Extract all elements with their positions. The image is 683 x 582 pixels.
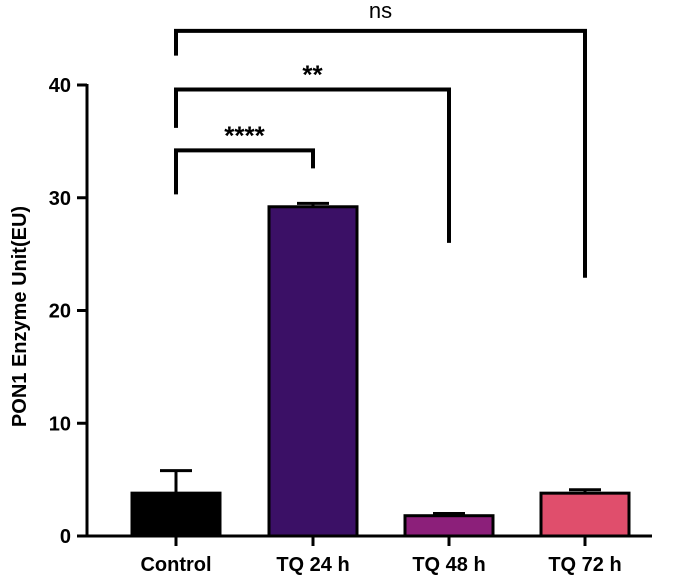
chart-labels: 0 10 20 30 40 Control TQ 24 h TQ 48 h TQ 72 h PON… xyxy=(9,0,622,576)
significance-bracket xyxy=(174,28,587,278)
error-bars xyxy=(160,201,601,516)
significance-label: **** xyxy=(224,120,265,150)
y-tick-label: 0 xyxy=(60,526,71,548)
bar xyxy=(403,514,495,538)
bar xyxy=(267,205,359,538)
y-tick-label: 30 xyxy=(49,188,71,210)
significance-label: ** xyxy=(302,60,323,90)
bar xyxy=(130,491,222,538)
chart-axes xyxy=(77,83,652,546)
y-tick-label: 40 xyxy=(49,75,71,97)
significance-bracket xyxy=(174,148,315,195)
y-tick-label: 10 xyxy=(49,413,71,435)
x-tick-label: TQ 72 h xyxy=(548,554,621,576)
bar xyxy=(539,491,631,538)
x-tick-label: Control xyxy=(140,554,211,576)
significance-brackets xyxy=(174,28,587,278)
y-tick-label: 20 xyxy=(49,301,71,323)
x-tick-label: TQ 48 h xyxy=(412,554,485,576)
significance-label: ns xyxy=(369,0,392,23)
bar-series xyxy=(130,205,631,538)
y-axis-title: PON1 Enzyme Unit(EU) xyxy=(9,206,31,427)
x-tick-label: TQ 24 h xyxy=(276,554,349,576)
significance-bracket xyxy=(174,87,451,243)
